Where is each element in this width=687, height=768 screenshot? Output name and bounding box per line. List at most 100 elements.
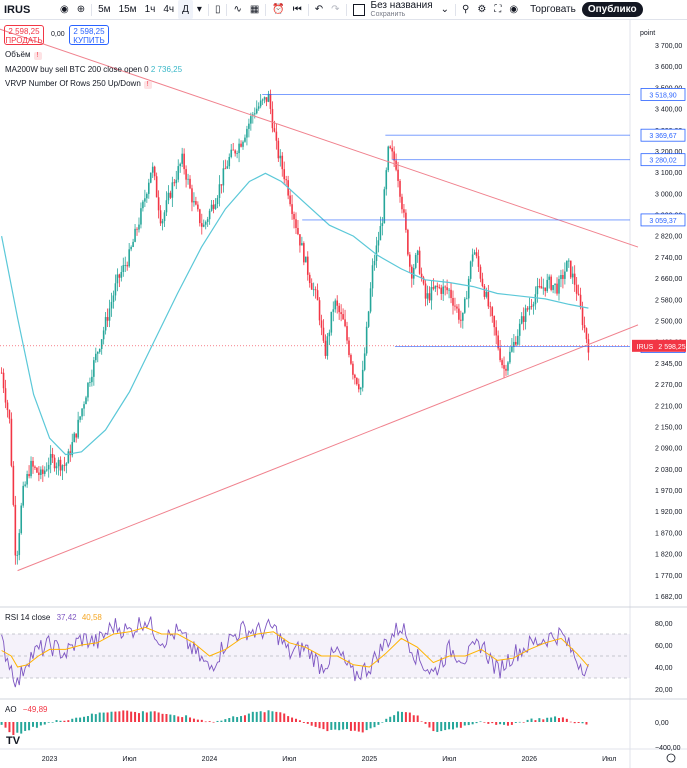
interval-1d[interactable]: Д	[178, 0, 193, 19]
candle-body	[79, 416, 81, 420]
price-tick-label: 3 000,00	[655, 191, 682, 198]
replay-icon[interactable]: ⏮	[292, 4, 302, 15]
candle-body	[526, 308, 529, 310]
ao-bar	[255, 711, 258, 722]
candle-body	[53, 457, 56, 469]
symbol-search-button[interactable]: IRUS	[0, 0, 56, 19]
candle-body	[169, 192, 172, 198]
indicators-icon[interactable]: ∿	[233, 4, 242, 15]
candle-body	[359, 387, 362, 390]
layout-subtitle: Сохранить	[370, 10, 406, 18]
candle-body	[291, 204, 293, 214]
ao-bar	[196, 719, 199, 722]
ao-bar	[39, 722, 42, 726]
symbol-tag-label: IRUS	[637, 344, 654, 351]
candle-body	[63, 465, 66, 467]
ao-bar	[12, 722, 15, 736]
price-tick-label: 3 400,00	[655, 107, 682, 114]
symbol-text: IRUS	[4, 3, 31, 16]
candle-body	[475, 252, 478, 257]
ma-legend[interactable]: MA200W buy sell BTC 200 close open 0 2 7…	[5, 65, 182, 74]
buy-button[interactable]: 2 598,25 КУПИТЬ	[69, 25, 109, 45]
compare-add-icon[interactable]: ⊕	[76, 4, 86, 15]
ao-bar	[267, 710, 270, 722]
ao-bar	[491, 722, 494, 724]
candle-body	[81, 408, 83, 417]
layout-name-button[interactable]: Без названия Сохранить ⌄	[349, 0, 454, 19]
redo-icon[interactable]: ↷	[331, 4, 340, 15]
candle-body	[497, 335, 499, 349]
candle-body	[568, 260, 570, 262]
ao-bar	[357, 722, 360, 732]
ao-bar	[506, 722, 509, 726]
quick-search-icon[interactable]: ⚲	[462, 4, 470, 15]
hidden-eye-icon[interactable]: !	[143, 81, 152, 89]
trade-button[interactable]: Торговать	[530, 4, 576, 15]
price-tick-label: 1 820,00	[655, 552, 682, 559]
snapshot-camera-icon[interactable]: ◉	[509, 4, 519, 15]
interval-15m[interactable]: 15м	[118, 4, 137, 15]
price-level-label-box	[640, 213, 686, 227]
ao-bar	[577, 722, 580, 724]
candle-body	[477, 256, 480, 267]
candle-body	[320, 320, 323, 328]
hidden-eye-icon[interactable]: !	[33, 52, 42, 60]
candle-body	[516, 335, 519, 345]
divider	[91, 3, 93, 16]
time-tick-label: Июл	[442, 756, 456, 763]
symbol-flag-icon[interactable]: ◉	[60, 4, 69, 15]
ao-bar	[381, 722, 384, 723]
interval-dropdown-icon[interactable]: ▾	[196, 4, 202, 15]
ao-bar	[212, 721, 215, 723]
undo-icon[interactable]: ↶	[314, 4, 324, 15]
candle-body	[236, 153, 238, 154]
candle-body	[146, 193, 148, 199]
candle-body	[573, 273, 576, 285]
alert-icon[interactable]: ⏰	[272, 4, 285, 15]
vrvp-legend[interactable]: VRVP Number Of Rows 250 Up/Down!	[5, 79, 152, 89]
candle-body	[42, 469, 44, 474]
interval-1h[interactable]: 1ч	[144, 4, 156, 15]
sell-button[interactable]: 2 598,25 ПРОДАТЬ	[4, 25, 44, 45]
candle-body	[550, 276, 552, 290]
ao-bar	[518, 721, 521, 723]
axis-settings-icon	[666, 753, 676, 763]
candles-icon[interactable]: ▯	[214, 4, 221, 15]
candle-body	[218, 184, 221, 198]
fullscreen-icon[interactable]: ⛶	[494, 4, 502, 15]
candle-body	[462, 312, 464, 321]
ao-bar	[565, 718, 568, 722]
candle-body	[312, 289, 315, 291]
candle-body	[493, 316, 496, 328]
volume-legend[interactable]: Объём!	[5, 50, 42, 60]
candle-body	[8, 410, 11, 419]
candle-body	[330, 311, 333, 333]
ao-bar	[232, 716, 235, 722]
ao-bar	[310, 722, 313, 726]
time-tick-label: 2025	[362, 756, 378, 763]
ao-bar	[294, 718, 297, 722]
rsi-legend[interactable]: RSI 14 close 37,42 40,58	[5, 613, 102, 622]
divider	[226, 3, 228, 16]
templates-icon[interactable]: ▦	[249, 4, 260, 15]
divider	[307, 3, 309, 16]
settings-gear-icon[interactable]: ⚙	[477, 4, 487, 15]
candle-body	[73, 433, 76, 443]
candle-body	[383, 189, 386, 224]
candle-body	[409, 254, 411, 267]
publish-button[interactable]: Опублико	[581, 2, 643, 17]
candle-body	[365, 326, 368, 354]
ao-bar	[169, 714, 172, 722]
layout-title: Без названия	[370, 0, 433, 11]
interval-4h[interactable]: 4ч	[163, 4, 175, 15]
top-toolbar: IRUS ◉ ⊕ 5м 15м 1ч 4ч Д ▾ ▯ ∿ ▦ ⏰ ⏮ ↶ ↷ …	[0, 0, 687, 20]
candle-body	[361, 369, 364, 388]
price-tick-label: 1 682,00	[655, 594, 682, 601]
candle-body	[22, 485, 24, 506]
interval-5m[interactable]: 5м	[98, 4, 111, 15]
price-level-label: 3 518,90	[649, 92, 676, 99]
ao-bar	[377, 722, 380, 725]
rsi-tick-label: 40,00	[655, 665, 673, 672]
ao-legend[interactable]: AO −49,89	[5, 705, 48, 714]
